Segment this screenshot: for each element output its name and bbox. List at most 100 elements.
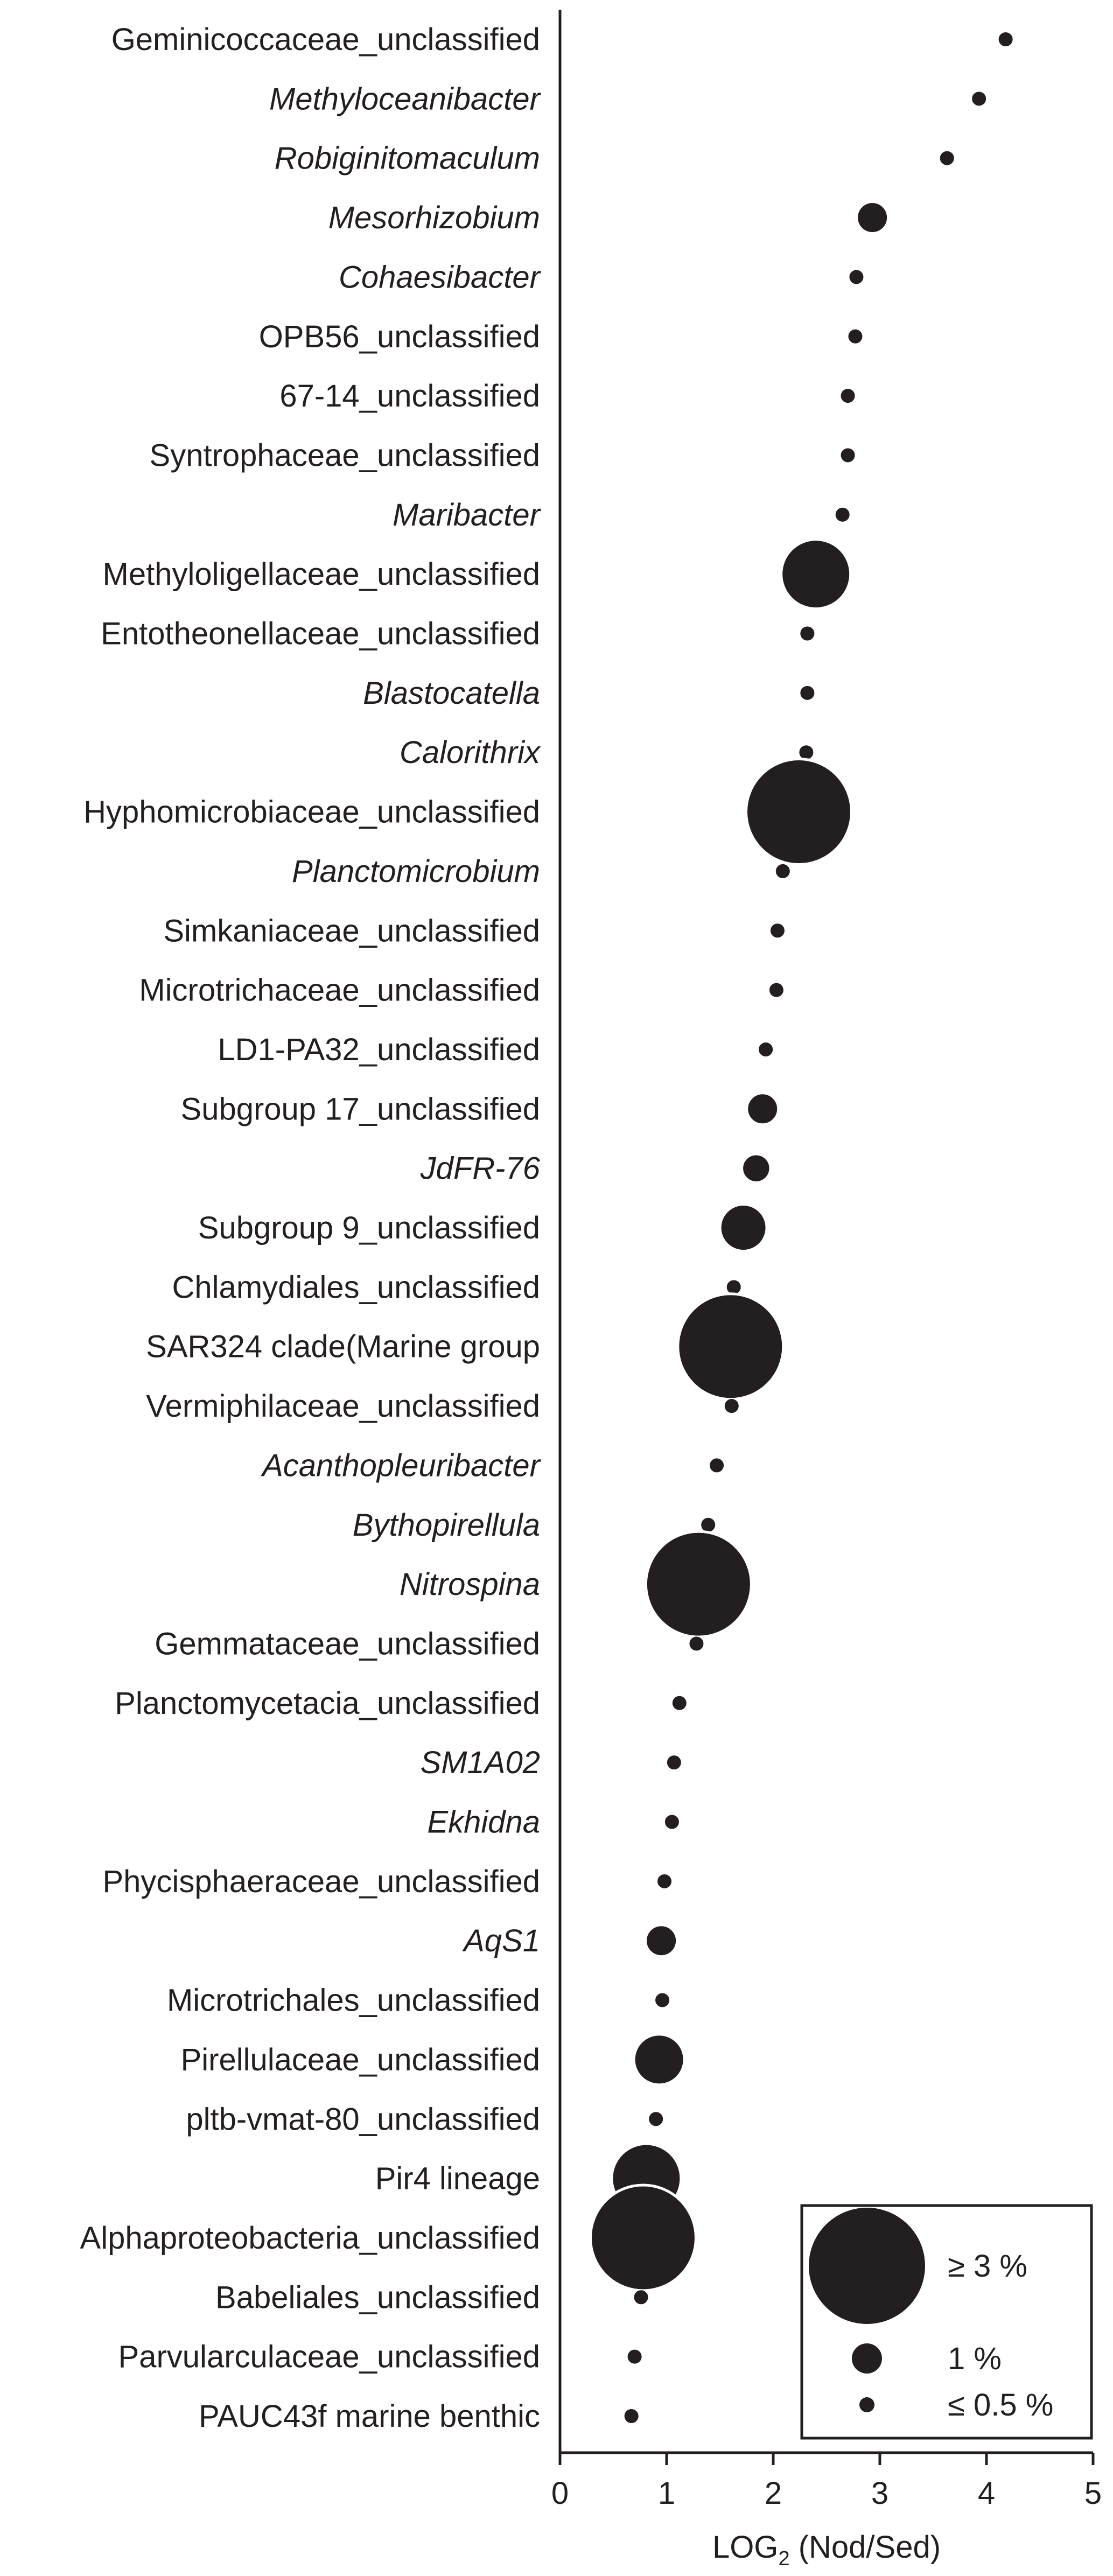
category-label: SAR324 clade(Marine group bbox=[146, 1329, 540, 1364]
bubble-point bbox=[857, 202, 888, 234]
x-tick-label: 4 bbox=[978, 2476, 995, 2511]
category-labels: Geminicoccaceae_unclassified Methyloceani… bbox=[80, 22, 542, 2434]
category-label: pltb-vmat-80_unclassified bbox=[186, 2102, 540, 2137]
x-tick-label: 3 bbox=[871, 2476, 888, 2511]
category-label: Calorithrix bbox=[400, 735, 541, 770]
bubble-point bbox=[799, 625, 816, 642]
category-label: OPB56_unclassified bbox=[259, 319, 540, 354]
category-label: Bythopirellula bbox=[353, 1508, 540, 1543]
bubble-point bbox=[644, 1530, 753, 1639]
bubble-point bbox=[666, 1754, 682, 1771]
bubble-point bbox=[589, 2183, 697, 2292]
category-label: Alphaproteobacteria_unclassified bbox=[80, 2221, 540, 2256]
category-label: SM1A02 bbox=[421, 1745, 540, 1780]
bubble-point bbox=[623, 2408, 640, 2424]
category-label: Microtrichaceae_unclassified bbox=[139, 973, 540, 1008]
category-label: Ekhidna bbox=[427, 1805, 540, 1840]
bubble-point bbox=[781, 540, 851, 609]
category-label: Gemmataceae_unclassified bbox=[155, 1626, 540, 1661]
bubble-point bbox=[939, 150, 955, 166]
bubble-point bbox=[774, 863, 791, 879]
category-label: Nitrospina bbox=[400, 1567, 540, 1602]
bubble-point bbox=[758, 1041, 774, 1058]
bubble-point bbox=[663, 1814, 680, 1830]
legend-bubble bbox=[859, 2397, 874, 2412]
legend-bubble bbox=[852, 2343, 882, 2374]
legend-bubble bbox=[809, 2208, 925, 2324]
bubble-point bbox=[747, 1093, 779, 1125]
bubble-point bbox=[648, 2111, 664, 2127]
bubble-point bbox=[847, 328, 864, 345]
legend-label: 1 % bbox=[948, 2341, 1002, 2376]
bubble-point bbox=[745, 758, 853, 866]
category-label: Vermiphilaceae_unclassified bbox=[146, 1389, 540, 1424]
bubble-point bbox=[676, 1292, 785, 1401]
bubble-point bbox=[799, 684, 816, 701]
category-label: Phycisphaeraceae_unclassified bbox=[102, 1864, 540, 1899]
bubble-point bbox=[848, 269, 865, 285]
bubble-point bbox=[646, 1925, 677, 1957]
bubble-point bbox=[626, 2348, 643, 2365]
category-label: 67-14_unclassified bbox=[279, 379, 540, 414]
bubble-point bbox=[725, 1279, 742, 1296]
bubble-point bbox=[720, 1205, 767, 1251]
x-tick-label: 2 bbox=[765, 2476, 782, 2511]
bubble-point bbox=[634, 2034, 684, 2085]
category-label: Subgroup 9_unclassified bbox=[198, 1210, 540, 1245]
bubble-point bbox=[971, 90, 988, 107]
bubble-point bbox=[633, 2289, 649, 2306]
category-label: Babeliales_unclassified bbox=[215, 2280, 540, 2315]
x-axis-title-subscript: 2 bbox=[778, 2547, 789, 2570]
category-label: Microtrichales_unclassified bbox=[167, 1983, 540, 2018]
bubble-point bbox=[834, 506, 851, 523]
category-label: Pir4 lineage bbox=[375, 2161, 540, 2196]
x-axis-title-suffix: (Nod/Sed) bbox=[790, 2530, 941, 2565]
category-label: Blastocatella bbox=[363, 676, 540, 711]
bubble-point bbox=[839, 447, 856, 464]
category-label: Mesorhizobium bbox=[328, 200, 540, 235]
category-label: Subgroup 17_unclassified bbox=[181, 1091, 540, 1126]
category-label: Acanthopleuribacter bbox=[261, 1448, 542, 1483]
bubble-point bbox=[839, 388, 856, 404]
category-label: Planctomycetacia_unclassified bbox=[115, 1686, 540, 1721]
category-label: Simkaniaceae_unclassified bbox=[163, 913, 540, 948]
x-tick-label: 1 bbox=[658, 2476, 675, 2511]
legend: ≥ 3 % 1 % ≤ 0.5 % bbox=[800, 2204, 1093, 2440]
bubble-point bbox=[709, 1457, 725, 1474]
bubble-point bbox=[769, 922, 786, 939]
category-label: AqS1 bbox=[462, 1923, 540, 1958]
category-label: Hyphomicrobiaceae_unclassified bbox=[83, 795, 540, 830]
bubble-point bbox=[997, 31, 1014, 47]
bubble-point bbox=[742, 1154, 771, 1182]
bubble-point bbox=[671, 1695, 688, 1711]
category-label: JdFR-76 bbox=[420, 1151, 541, 1186]
category-label: LD1-PA32_unclassified bbox=[218, 1032, 540, 1067]
bubble-point bbox=[654, 1992, 671, 2008]
bubble-point bbox=[723, 1398, 740, 1415]
x-axis-ticks: 0 1 2 3 4 5 bbox=[551, 2453, 1102, 2511]
bubble-point bbox=[656, 1873, 673, 1889]
x-tick-label: 0 bbox=[551, 2476, 569, 2511]
category-label: Pirellulaceae_unclassified bbox=[181, 2042, 540, 2077]
x-tick-label: 5 bbox=[1084, 2476, 1102, 2511]
category-label: Syntrophaceae_unclassified bbox=[150, 438, 540, 473]
category-label: Chlamydiales_unclassified bbox=[172, 1270, 540, 1305]
bubble-point bbox=[700, 1516, 717, 1533]
legend-label: ≤ 0.5 % bbox=[948, 2388, 1053, 2423]
category-label: Methyloceanibacter bbox=[269, 81, 542, 116]
category-label: Geminicoccaceae_unclassified bbox=[111, 22, 540, 57]
category-label: Maribacter bbox=[393, 498, 542, 533]
bubble-point bbox=[798, 744, 815, 761]
x-axis-title: LOG2 (Nod/Sed) bbox=[712, 2530, 941, 2570]
bubble-point bbox=[688, 1635, 705, 1652]
legend-label: ≥ 3 % bbox=[948, 2249, 1027, 2284]
bubble-marks bbox=[589, 31, 1014, 2424]
category-label: Robiginitomaculum bbox=[275, 141, 540, 176]
bubble-point bbox=[768, 982, 785, 998]
category-label: Methyloligellaceae_unclassified bbox=[103, 557, 540, 592]
category-label: Entotheonellaceae_unclassified bbox=[101, 617, 540, 652]
category-label: Cohaesibacter bbox=[339, 260, 542, 295]
category-label: PAUC43f marine benthic bbox=[199, 2399, 540, 2434]
category-label: Planctomicrobium bbox=[292, 854, 540, 889]
